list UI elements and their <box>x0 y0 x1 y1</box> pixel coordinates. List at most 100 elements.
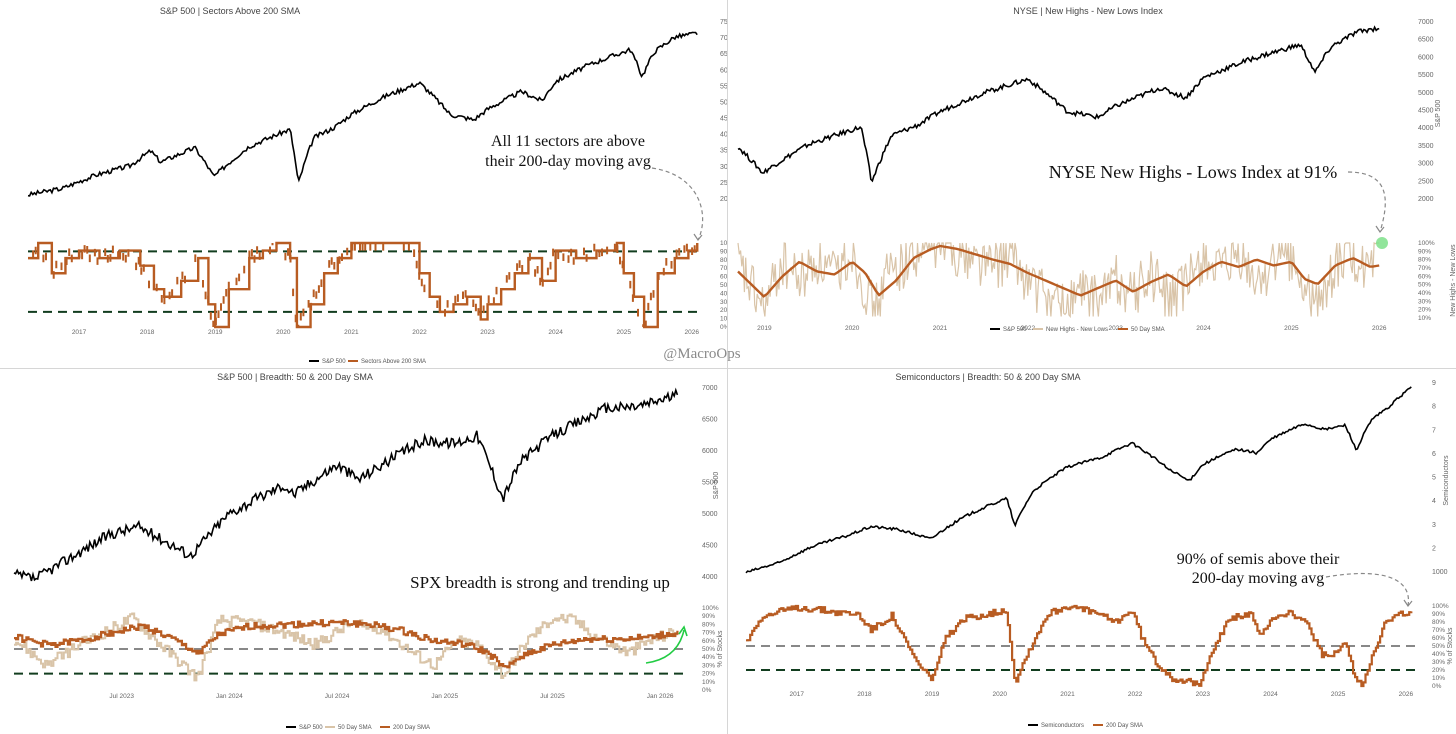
x-tick-label: 2018 <box>857 691 872 698</box>
legend-label: Semiconductors <box>1041 723 1084 729</box>
price-tick-label: 1000 <box>1432 569 1448 576</box>
pct-tick-label: 90% <box>1418 248 1431 255</box>
price-tick-label: 7500 <box>720 19 727 26</box>
pct-tick-label: 90% <box>1432 611 1445 618</box>
pct-tick-label: 50% <box>1432 643 1445 650</box>
price-tick-label: 2 <box>1432 545 1436 552</box>
spx-breadth-chart: S&P 500 | Breadth: 50 & 200 Day SMA 4000 4… <box>13 372 724 731</box>
pct-tick-label: 80% <box>720 257 727 264</box>
price-tick-label: 3500 <box>720 148 727 155</box>
chart-title: S&P 500 | Sectors Above 200 SMA <box>160 6 300 16</box>
pct-tick-label: 90% <box>720 248 727 255</box>
legend-label: S&P 500 <box>1003 327 1027 333</box>
price-tick-label: 6000 <box>1418 54 1434 61</box>
price-tick-label: 5500 <box>1418 72 1434 79</box>
price-line <box>27 31 698 197</box>
pct-tick-label: 60% <box>1418 273 1431 280</box>
annotation-arrowhead <box>1403 599 1413 608</box>
price-tick-label: 7000 <box>1418 19 1434 26</box>
pct-tick-label: 70% <box>720 265 727 272</box>
price-tick-label: 7000 <box>702 385 718 392</box>
pct-tick-label: 70% <box>1418 265 1431 272</box>
sma200-line <box>746 604 1413 688</box>
price-tick-label: 3000 <box>1418 161 1434 168</box>
chart-title: NYSE | New Highs - New Lows Index <box>1013 6 1163 16</box>
pct-tick-label: 80% <box>702 621 715 628</box>
x-tick-label: 2025 <box>1284 325 1299 332</box>
pct-tick-label: 0% <box>720 324 727 331</box>
legend-label: S&P 500 <box>322 359 346 365</box>
price-tick-label: 7 <box>1432 427 1436 434</box>
annotation-text: SPX breadth is strong and trending up <box>410 573 670 592</box>
annotation-arrow <box>1325 572 1409 607</box>
x-tick-label: 2024 <box>1263 691 1278 698</box>
highlight-dot <box>1376 237 1388 249</box>
pct-tick-label: 100% <box>1432 603 1449 610</box>
x-tick-label: Jan 2026 <box>647 693 674 700</box>
semis-breadth-chart: Semiconductors | Breadth: 50 & 200 Day S… <box>745 372 1454 729</box>
legend-label: S&P 500 <box>299 725 323 731</box>
price-tick-label: 7000 <box>720 35 727 42</box>
x-tick-label: 2025 <box>616 329 631 336</box>
x-tick-label: Jul 2025 <box>540 693 565 700</box>
pct-tick-label: 20% <box>720 307 727 314</box>
price-tick-label: 5500 <box>720 83 727 90</box>
pct-tick-label: 100% <box>702 605 719 612</box>
price-tick-label: 2500 <box>720 180 727 187</box>
x-tick-label: 2022 <box>412 329 427 336</box>
price-tick-label: 5000 <box>720 99 727 106</box>
pct-tick-label: 80% <box>1432 619 1445 626</box>
highs-lows-line <box>737 242 1380 319</box>
price-line <box>737 25 1380 183</box>
x-tick-label: 2022 <box>1021 325 1036 332</box>
pct-tick-label: 30% <box>720 299 727 306</box>
x-tick-label: 2019 <box>757 325 772 332</box>
x-tick-label: 2017 <box>72 329 87 336</box>
annotation-text: NYSE New Highs - Lows Index at 91% <box>1049 162 1337 182</box>
price-tick-label: 3 <box>1432 522 1436 529</box>
x-tick-label: 2020 <box>276 329 291 336</box>
x-tick-label: Jan 2024 <box>216 693 243 700</box>
annotation-text: 90% of semis above their <box>1177 551 1340 568</box>
x-tick-label: 2017 <box>790 691 805 698</box>
horizontal-divider <box>0 368 1456 369</box>
x-tick-label: 2018 <box>140 329 155 336</box>
legend-label: Sectors Above 200 SMA <box>361 359 426 365</box>
pct-tick-label: 10% <box>720 316 727 323</box>
price-tick-label: 5 <box>1432 475 1436 482</box>
price-tick-label: 4000 <box>702 574 718 581</box>
price-tick-label: 4500 <box>702 543 718 550</box>
annotation-text: 200-day moving avg <box>1192 570 1324 587</box>
x-tick-label: 2019 <box>925 691 940 698</box>
sma200-line <box>14 619 679 669</box>
pct-tick-label: 50% <box>1418 282 1431 289</box>
price-tick-label: 2000 <box>1418 196 1434 203</box>
price-tick-label: 9 <box>1432 380 1436 387</box>
pct-tick-label: 20% <box>702 671 715 678</box>
legend-label: 200 Day SMA <box>393 725 430 731</box>
pct-tick-label: 60% <box>702 638 715 645</box>
x-tick-label: 2026 <box>685 329 700 336</box>
price-axis-label: S&P 500 <box>713 472 720 500</box>
pct-tick-label: 40% <box>1418 290 1431 297</box>
trend-arrow <box>645 629 685 664</box>
price-tick-label: 4000 <box>720 132 727 139</box>
pct-tick-label: 100% <box>1418 240 1435 247</box>
legend-label: 50 Day SMA <box>1131 327 1165 333</box>
pct-tick-label: 10% <box>1418 315 1431 322</box>
x-tick-label: 2020 <box>993 691 1008 698</box>
price-tick-label: 2500 <box>1418 178 1434 185</box>
pct-tick-label: 50% <box>702 646 715 653</box>
pct-tick-label: 30% <box>1418 298 1431 305</box>
pct-tick-label: 40% <box>720 290 727 297</box>
x-tick-label: 2022 <box>1128 691 1143 698</box>
pct-tick-label: 10% <box>1432 675 1445 682</box>
price-tick-label: 6500 <box>702 417 718 424</box>
pct-tick-label: 20% <box>1418 307 1431 314</box>
x-tick-label: 2026 <box>1372 325 1387 332</box>
price-tick-label: 4500 <box>1418 108 1434 115</box>
price-tick-label: 4500 <box>720 116 727 123</box>
pct-tick-label: 40% <box>702 654 715 661</box>
pct-axis-label: % of Stocks <box>717 630 724 667</box>
